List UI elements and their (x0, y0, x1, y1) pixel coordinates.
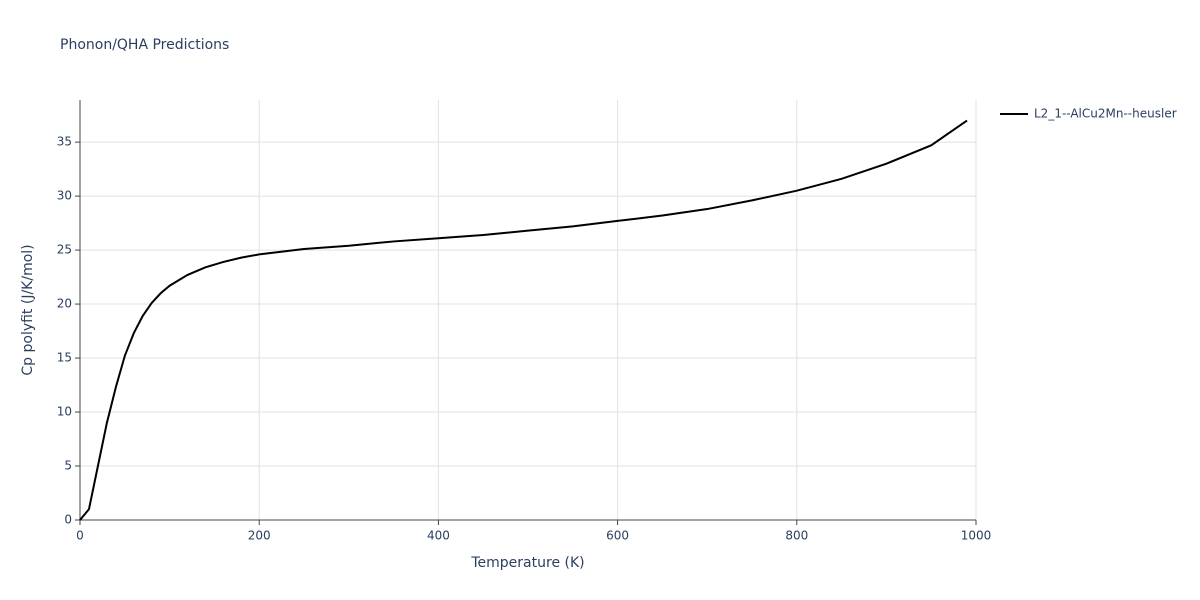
y-tick-label: 20 (57, 297, 72, 311)
x-axis-label: Temperature (K) (470, 555, 584, 571)
y-tick-label: 25 (57, 243, 72, 257)
line (79, 119, 968, 521)
legend-label: L2_1--AlCu2Mn--heusler (1034, 107, 1177, 121)
x-tick-label: 600 (606, 529, 629, 543)
y-tick-label: 15 (57, 351, 72, 365)
y-axis-label: Cp polyfit (J/K/mol) (20, 244, 36, 375)
y-tick-label: 35 (57, 135, 72, 149)
y-tick-label: 10 (57, 405, 72, 419)
x-tick-label: 200 (248, 529, 271, 543)
x-tick-label: 800 (785, 529, 808, 543)
chart-title: Phonon/QHA Predictions (60, 37, 229, 53)
x-tick-label: 400 (427, 529, 450, 543)
x-tick-label: 1000 (961, 529, 992, 543)
y-tick-label: 0 (64, 513, 72, 527)
y-tick-label: 5 (64, 459, 72, 473)
y-tick-label: 30 (57, 189, 72, 203)
x-tick-label: 0 (76, 529, 84, 543)
